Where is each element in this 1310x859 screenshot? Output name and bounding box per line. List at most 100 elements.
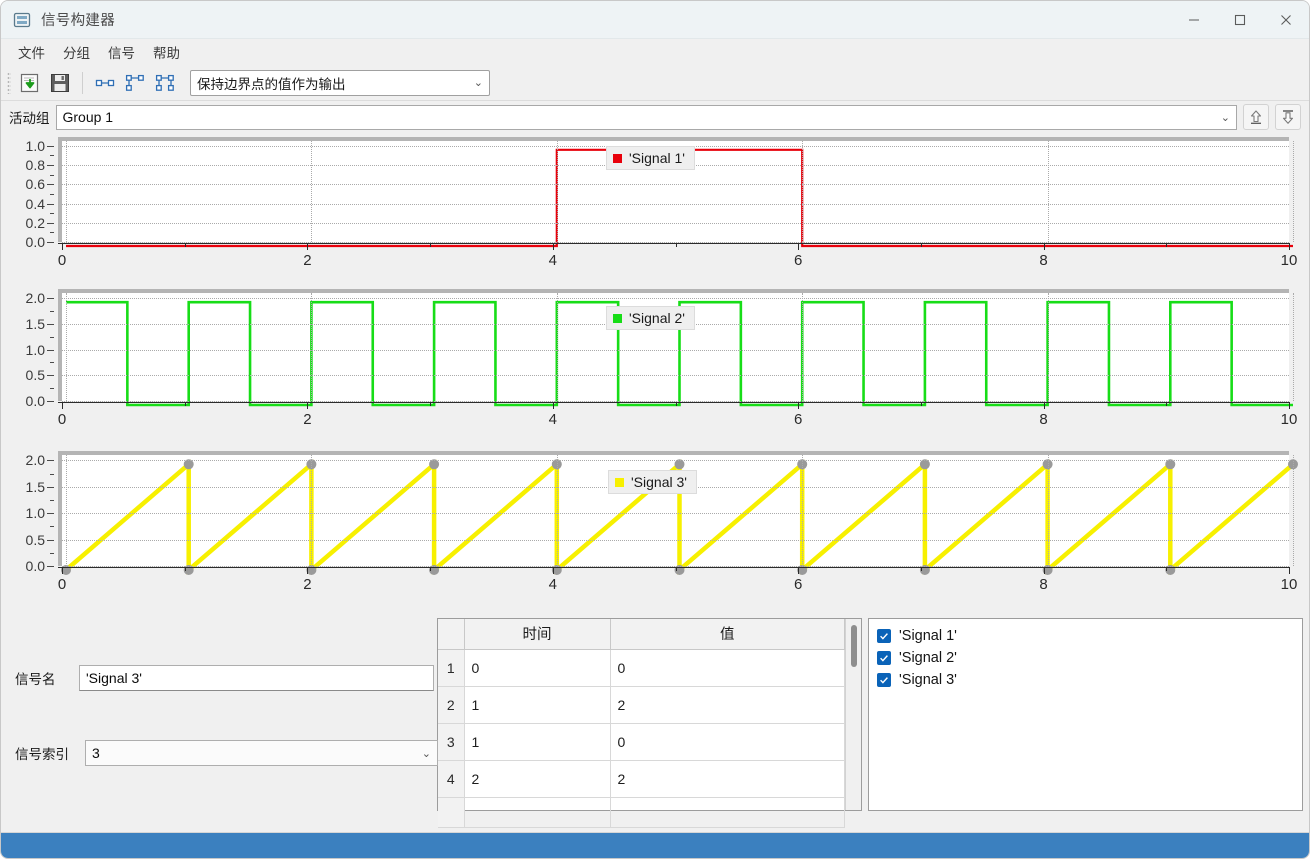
save-floppy-icon <box>51 73 69 92</box>
y-tick-label: 1.0 <box>25 505 45 522</box>
x-tick-mark <box>1289 243 1290 250</box>
menu-item-help[interactable]: 帮助 <box>153 46 180 61</box>
signal-visibility-list[interactable]: 'Signal 1' 'Signal 2' 'Signal 3' <box>868 618 1303 811</box>
y-tick-mark <box>47 486 54 488</box>
signal-name-input[interactable]: 'Signal 3' <box>79 665 434 691</box>
toolbar-grip[interactable] <box>7 71 11 94</box>
x-tick-label: 2 <box>303 411 312 428</box>
menu-item-group[interactable]: 分组 <box>63 46 90 61</box>
import-document-icon <box>20 73 39 92</box>
grid-line-horizontal <box>62 222 1289 224</box>
checkbox-checked-icon[interactable] <box>877 629 891 643</box>
maximize-button[interactable] <box>1217 1 1263 39</box>
x-axis-line <box>58 567 1289 568</box>
menu-item-file[interactable]: 文件 <box>18 46 45 61</box>
table-cell-empty[interactable] <box>464 797 611 828</box>
table-header-value[interactable]: 值 <box>610 619 845 650</box>
close-button[interactable] <box>1263 1 1309 39</box>
data-point-marker[interactable] <box>919 459 930 470</box>
y-tick-label: 0.0 <box>25 393 45 409</box>
scrollbar-thumb[interactable] <box>851 625 857 667</box>
list-item-label: 'Signal 3' <box>899 672 957 688</box>
list-item[interactable]: 'Signal 3' <box>877 669 1294 691</box>
bottom-panel: 信号名 'Signal 3' 信号索引 3 ⌄ 时间 值 <box>1 613 1309 832</box>
y-tick-label: 1.0 <box>25 137 45 154</box>
plot3-area[interactable] <box>58 451 1298 575</box>
x-minor-tick <box>184 243 186 247</box>
grid-line-vertical <box>311 455 313 566</box>
table-vertical-scrollbar[interactable] <box>845 619 861 810</box>
grid-line-horizontal <box>62 460 1289 462</box>
table-header-time[interactable]: 时间 <box>464 619 611 650</box>
x-tick-mark <box>307 567 309 574</box>
table-cell-time[interactable]: 1 <box>464 723 611 761</box>
save-button[interactable] <box>45 68 75 98</box>
import-button[interactable] <box>15 68 45 98</box>
active-group-label: 活动组 <box>9 111 50 126</box>
minimize-button[interactable] <box>1171 1 1217 39</box>
table-cell-value[interactable]: 0 <box>610 649 845 687</box>
move-to-top-button[interactable] <box>1243 104 1269 130</box>
move-to-bottom-icon <box>1282 110 1294 124</box>
table-cell-time[interactable]: 1 <box>464 686 611 724</box>
grid-line-horizontal <box>62 184 1289 186</box>
table-row-empty[interactable] <box>438 797 845 828</box>
x-tick-label: 8 <box>1039 252 1048 269</box>
table-cell-value[interactable]: 2 <box>610 686 845 724</box>
plot-signal-3: 0.0 0.5 1.0 1.5 2.0 0 2 4 6 8 10 'Signal 3' <box>1 443 1309 613</box>
y-minor-tick <box>50 336 54 338</box>
step-shape-button[interactable] <box>120 68 150 98</box>
x-minor-tick <box>675 402 677 406</box>
list-item[interactable]: 'Signal 1' <box>877 625 1294 647</box>
x-minor-tick <box>675 567 677 571</box>
grid-line-vertical <box>66 293 67 401</box>
y-tick-mark <box>47 184 54 186</box>
data-point-marker[interactable] <box>429 459 440 470</box>
close-icon <box>1281 14 1291 25</box>
pulse-shape-button[interactable] <box>150 68 180 98</box>
table-cell-value[interactable]: 0 <box>610 723 845 761</box>
move-to-bottom-button[interactable] <box>1275 104 1301 130</box>
grid-line-horizontal <box>62 349 1289 351</box>
output-mode-combobox[interactable]: 保持边界点的值作为输出 ⌄ <box>190 69 490 96</box>
table-cell-empty[interactable] <box>438 797 465 828</box>
table-cell-empty[interactable] <box>610 797 845 828</box>
x-tick-mark <box>1289 567 1290 574</box>
signal2-trace <box>66 300 1293 407</box>
signal-index-combobox[interactable]: 3 ⌄ <box>85 740 438 766</box>
checkbox-checked-icon[interactable] <box>877 651 891 665</box>
table-cell-time[interactable]: 0 <box>464 649 611 687</box>
x-tick-mark <box>1043 402 1045 409</box>
y-minor-tick <box>50 362 54 364</box>
x-tick-label: 8 <box>1039 576 1048 593</box>
active-group-combobox[interactable]: Group 1 ⌄ <box>55 104 1237 130</box>
grid-line-horizontal <box>62 539 1289 541</box>
menu-item-signal[interactable]: 信号 <box>108 46 135 61</box>
signal-name-label: 信号名 <box>15 672 56 687</box>
table-cell-value[interactable]: 2 <box>610 760 845 798</box>
checkbox-checked-icon[interactable] <box>877 673 891 687</box>
list-item[interactable]: 'Signal 2' <box>877 647 1294 669</box>
y-tick-mark <box>47 165 54 167</box>
y-tick-label: 0.0 <box>25 234 45 250</box>
table-row-number: 2 <box>438 686 465 724</box>
x-tick-label: 2 <box>303 252 312 269</box>
data-point-marker[interactable] <box>183 459 194 470</box>
line-segment-button[interactable] <box>90 68 120 98</box>
plot3-legend: 'Signal 3' <box>608 470 697 494</box>
y-tick-label: 1.5 <box>25 478 45 495</box>
x-tick-mark <box>552 402 554 409</box>
table-row-number: 1 <box>438 649 465 687</box>
data-point-marker[interactable] <box>1165 459 1176 470</box>
x-tick-label: 2 <box>303 576 312 593</box>
data-point-marker[interactable] <box>674 459 685 470</box>
x-tick-mark <box>62 567 63 574</box>
table-cell-time[interactable]: 2 <box>464 760 611 798</box>
